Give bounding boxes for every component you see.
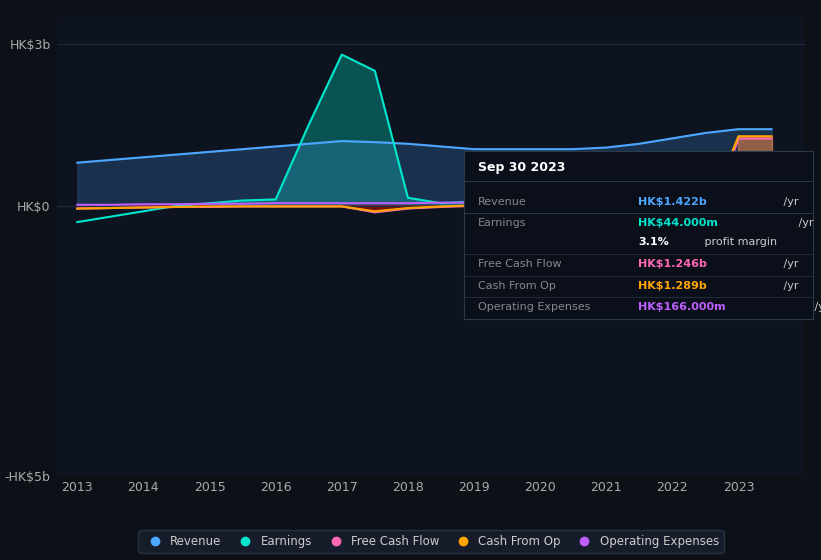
Text: Cash From Op: Cash From Op [478, 281, 556, 291]
Text: profit margin: profit margin [701, 237, 777, 247]
Text: HK$166.000m: HK$166.000m [639, 302, 726, 312]
Text: Sep 30 2023: Sep 30 2023 [478, 161, 565, 174]
Text: Operating Expenses: Operating Expenses [478, 302, 590, 312]
Text: HK$1.422b: HK$1.422b [639, 197, 707, 207]
Text: HK$44.000m: HK$44.000m [639, 218, 718, 228]
Text: /yr: /yr [811, 302, 821, 312]
Legend: Revenue, Earnings, Free Cash Flow, Cash From Op, Operating Expenses: Revenue, Earnings, Free Cash Flow, Cash … [139, 530, 723, 553]
Text: HK$1.289b: HK$1.289b [639, 281, 707, 291]
Text: Free Cash Flow: Free Cash Flow [478, 259, 562, 269]
Text: /yr: /yr [780, 197, 798, 207]
Text: /yr: /yr [796, 218, 814, 228]
Text: Revenue: Revenue [478, 197, 526, 207]
Text: Earnings: Earnings [478, 218, 526, 228]
Text: /yr: /yr [780, 281, 798, 291]
Text: /yr: /yr [780, 259, 798, 269]
Text: 3.1%: 3.1% [639, 237, 669, 247]
Text: HK$1.246b: HK$1.246b [639, 259, 707, 269]
